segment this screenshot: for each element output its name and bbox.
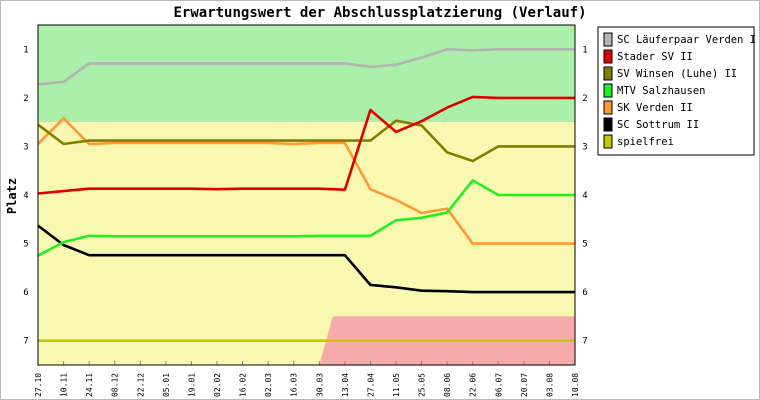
x-tick-label: 22.06 bbox=[469, 373, 478, 397]
x-tick-label: 20.07 bbox=[520, 373, 529, 397]
x-tick-label: 30.03 bbox=[315, 373, 324, 397]
legend-label: spielfrei bbox=[617, 136, 674, 148]
y-tick-label-left: 4 bbox=[23, 191, 28, 201]
legend-label: SC Sottrum II bbox=[617, 119, 699, 131]
series-line-sk-verden-ii bbox=[37, 117, 575, 245]
y-tick-label-left: 6 bbox=[23, 288, 28, 298]
x-tick-label: 22.12 bbox=[136, 373, 145, 397]
legend-swatch bbox=[603, 32, 613, 47]
x-tick-label: 02.02 bbox=[213, 373, 222, 397]
x-tick-label: 06.07 bbox=[494, 373, 503, 397]
legend-label: SK Verden II bbox=[617, 102, 693, 114]
series-line-sc-sottrum-ii bbox=[37, 224, 575, 294]
y-tick-label-left: 7 bbox=[23, 337, 28, 347]
legend-box bbox=[597, 26, 755, 156]
x-tick-label: 03.08 bbox=[545, 373, 554, 397]
legend-label: Stader SV II bbox=[617, 51, 693, 63]
y-tick-label-right: 5 bbox=[582, 240, 587, 250]
x-tick-label: 10.08 bbox=[571, 373, 580, 397]
x-tick-label: 05.01 bbox=[162, 373, 171, 397]
x-tick-label: 27.10 bbox=[34, 373, 43, 397]
legend-swatch bbox=[603, 134, 613, 149]
legend-label: SV Winsen (Luhe) II bbox=[617, 68, 737, 80]
x-tick-label: 27.04 bbox=[366, 373, 375, 397]
x-tick-label: 08.06 bbox=[443, 373, 452, 397]
x-tick-label: 25.05 bbox=[418, 373, 427, 397]
series-line-stader-sv-ii bbox=[37, 95, 575, 195]
y-tick-label-left: 5 bbox=[23, 240, 28, 250]
x-tick-label: 08.12 bbox=[111, 373, 120, 397]
y-tick-label-right: 2 bbox=[582, 94, 587, 104]
legend-label: SC Läuferpaar Verden I bbox=[617, 34, 756, 46]
legend-swatch bbox=[603, 83, 613, 98]
legend-swatch bbox=[603, 49, 613, 64]
legend-swatch bbox=[603, 100, 613, 115]
y-tick-label-right: 4 bbox=[582, 191, 587, 201]
chart-title: Erwartungswert der Abschlussplatzierung … bbox=[173, 5, 586, 21]
y-tick-label-right: 1 bbox=[582, 45, 587, 55]
x-tick-label: 11.05 bbox=[392, 373, 401, 397]
y-tick-label-left: 1 bbox=[23, 45, 28, 55]
y-tick-label-right: 7 bbox=[582, 337, 587, 347]
y-tick-label-right: 6 bbox=[582, 288, 587, 298]
legend-swatch bbox=[603, 117, 613, 132]
legend-label: MTV Salzhausen bbox=[617, 85, 706, 97]
x-tick-label: 24.11 bbox=[85, 373, 94, 397]
legend-swatch bbox=[603, 66, 613, 81]
zone-band-1 bbox=[38, 25, 575, 123]
series-line-sc-l-uferpaar-verden-i bbox=[37, 47, 575, 86]
series-line-sv-winsen-luhe-ii bbox=[37, 119, 575, 163]
x-tick-label: 16.03 bbox=[290, 373, 299, 397]
x-tick-label: 16.02 bbox=[239, 373, 248, 397]
x-tick-label: 02.03 bbox=[264, 373, 273, 397]
x-tick-label: 19.01 bbox=[187, 373, 196, 397]
x-tick-label: 13.04 bbox=[341, 373, 350, 397]
y-axis-label: Platz bbox=[5, 178, 19, 214]
y-tick-label-left: 2 bbox=[23, 94, 28, 104]
legend: SC Läuferpaar Verden I Stader SV II SV Win… bbox=[597, 26, 756, 156]
plot-border bbox=[37, 24, 576, 366]
series-line-mtv-salzhausen bbox=[37, 179, 575, 257]
y-tick-label-right: 3 bbox=[582, 142, 587, 152]
y-tick-label-left: 3 bbox=[23, 142, 28, 152]
x-tick-label: 10.11 bbox=[60, 373, 69, 397]
